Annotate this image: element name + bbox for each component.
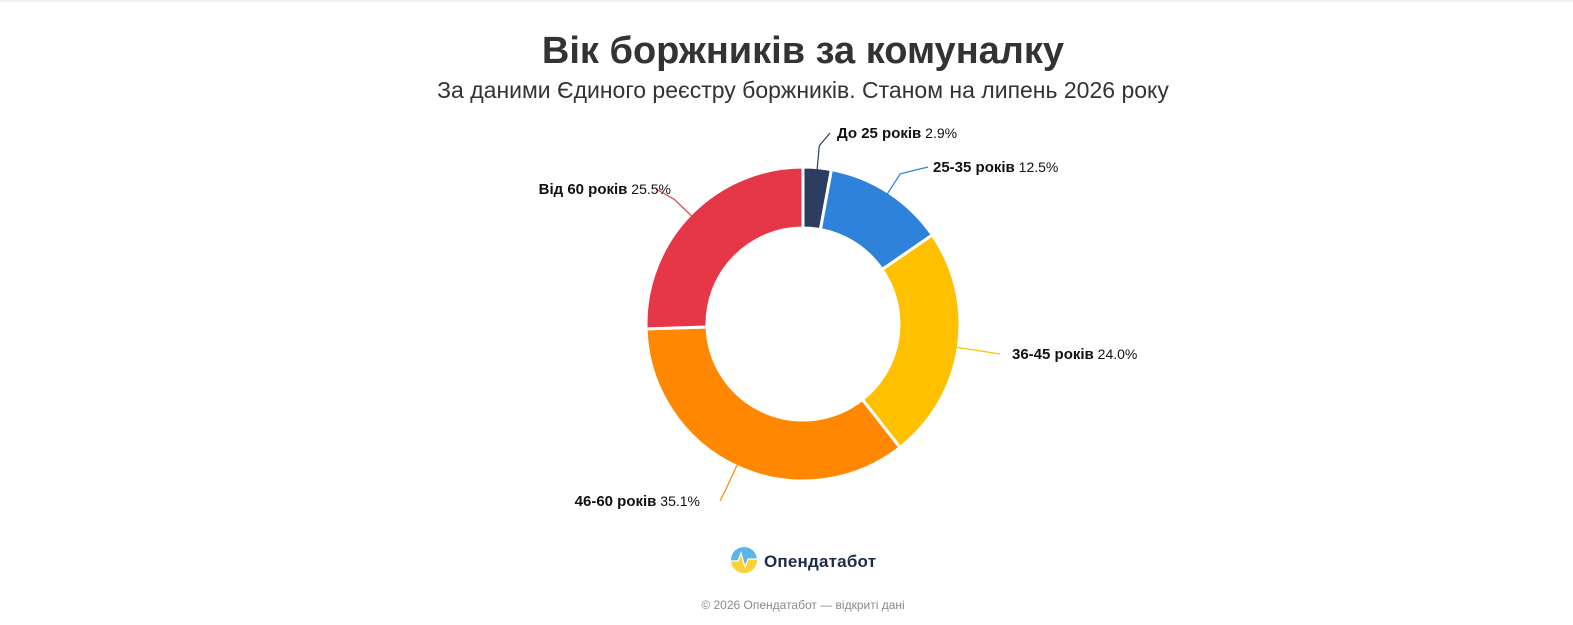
slice-value-label: 35.1% [656,493,700,509]
donut-slice-4[interactable] [644,325,902,483]
footer-copyright: © 2026 Опендатабот — відкриті дані [701,598,905,612]
slice-category-label: 46-60 років [575,493,657,510]
donut-slice-3[interactable] [860,233,962,449]
leader-line-2 [886,166,929,196]
chart-title: Вік боржників за комуналку [541,30,1065,72]
slice-label-3: 36-45 років 24.0% [1012,346,1137,363]
slice-value-label: 24.0% [1094,346,1138,362]
top-divider [0,0,1573,2]
chart-subtitle: За даними Єдиного реєстру боржників. Ста… [437,77,1169,103]
brand-name: Опендатабот [764,552,877,571]
leader-line-4 [719,463,739,502]
slice-label-5: Від 60 років 25.5% [539,181,671,198]
slice-label-4: 46-60 років 35.1% [575,493,700,510]
slice-category-label: 25-35 років [933,159,1015,176]
slice-value-label: 25.5% [627,181,671,197]
leader-line-3 [955,346,1001,355]
leader-line-5 [655,188,693,218]
slice-category-label: 36-45 років [1012,346,1094,363]
slice-labels: До 25 років 2.9% 25-35 років 12.5% 36-45 р… [539,125,1138,510]
slice-category-label: До 25 років [837,125,921,142]
label-leader-lines [655,132,1001,502]
slice-category-label: Від 60 років [539,181,628,198]
slice-value-label: 2.9% [921,125,957,141]
slice-label-1: До 25 років 2.9% [837,125,957,142]
slice-value-label: 12.5% [1015,159,1059,175]
donut-slice-5[interactable] [644,165,805,331]
opendatabot-logo-icon [730,546,758,579]
brand-block[interactable]: Опендатабот [730,546,876,578]
leader-line-1 [816,132,831,171]
donut-slices [644,165,962,483]
slice-label-2: 25-35 років 12.5% [933,159,1058,176]
